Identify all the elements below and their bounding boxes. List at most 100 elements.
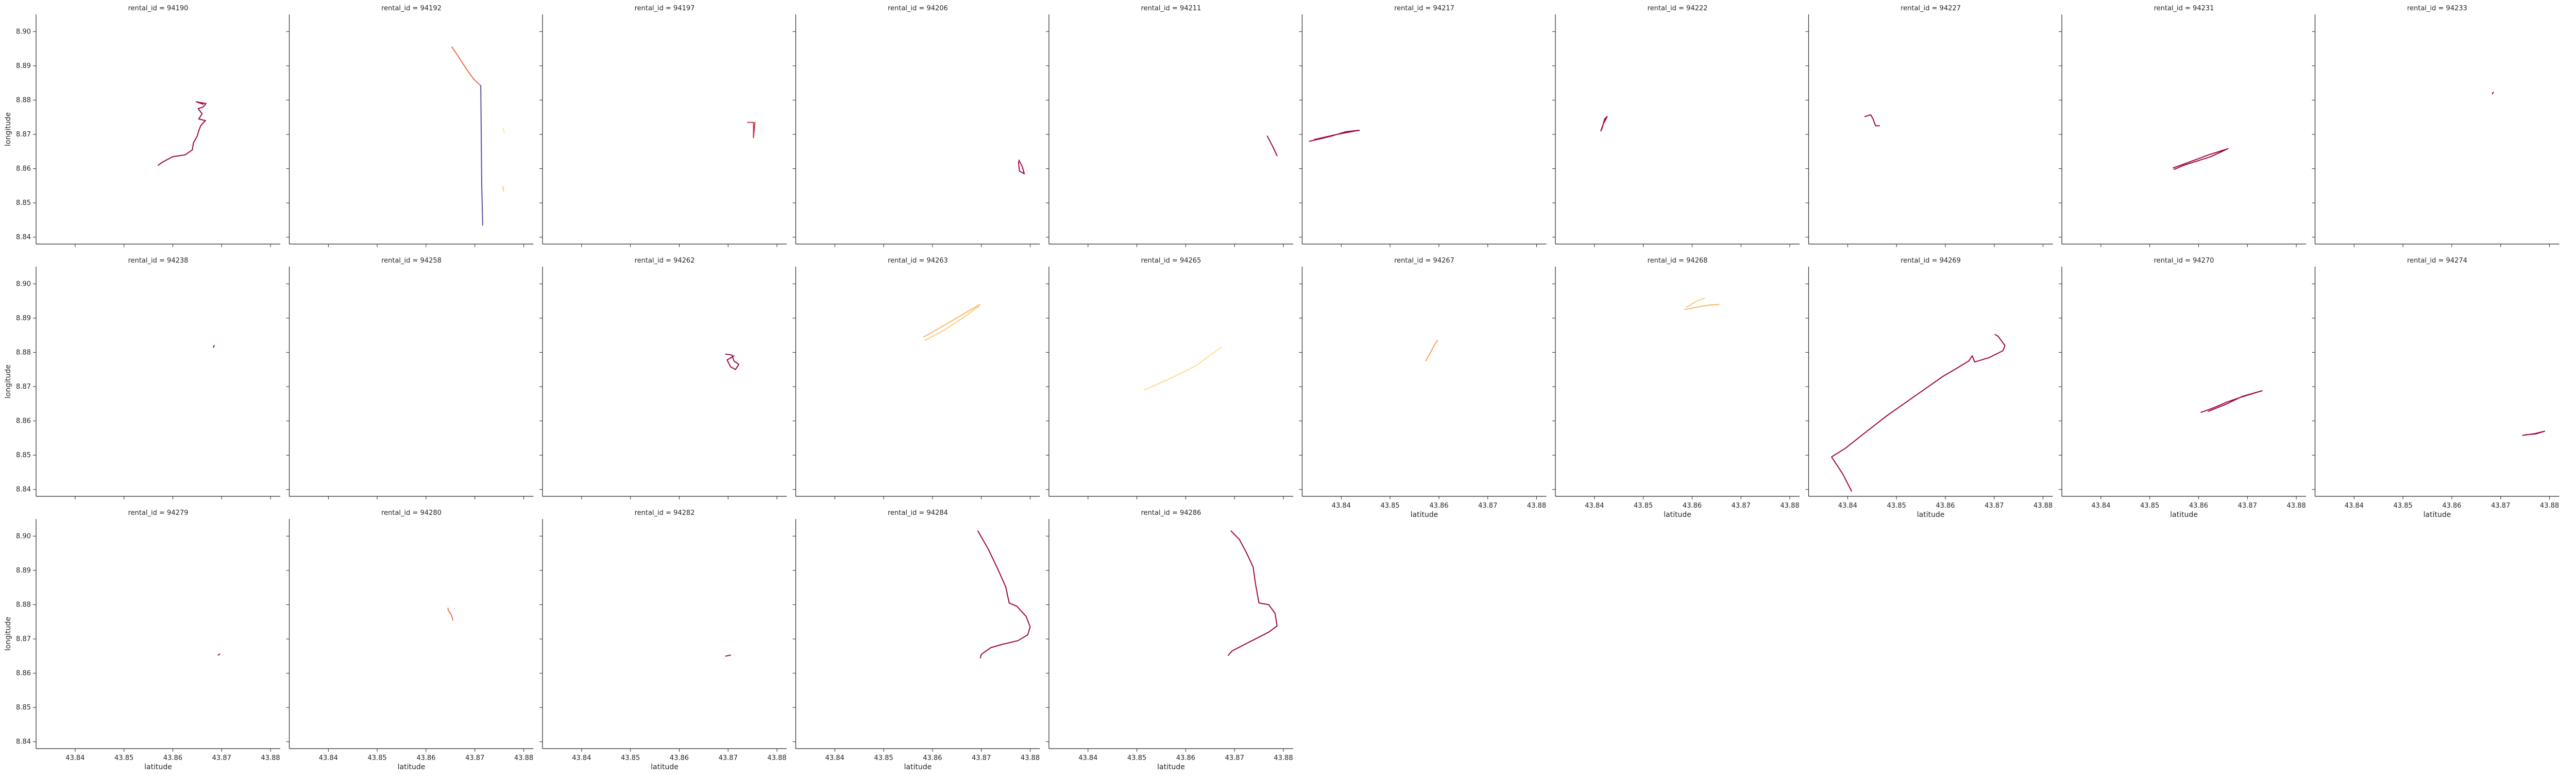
track-line bbox=[2173, 148, 2229, 170]
x-tick-label: 43.84 bbox=[2345, 502, 2364, 510]
x-tick-label: 43.87 bbox=[465, 754, 484, 762]
x-tick-label: 43.84 bbox=[1078, 754, 1097, 762]
facet-title: rental_id = 94238 bbox=[128, 257, 189, 265]
x-tick-label: 43.86 bbox=[163, 754, 182, 762]
facet-title: rental_id = 94269 bbox=[1901, 257, 1961, 265]
x-axis-label: latitude bbox=[2424, 511, 2451, 519]
x-tick-label: 43.85 bbox=[2394, 502, 2413, 510]
facet-panel: rental_id = 94267 43.84 43.85 43.86 43.87 43.… bbox=[1299, 257, 1547, 519]
track-line bbox=[2200, 390, 2263, 413]
facet-title: rental_id = 94284 bbox=[888, 509, 948, 517]
facet-panel: rental_id = 94269 43.84 43.85 43.86 43.87 43.… bbox=[1805, 257, 2053, 519]
facet-panel: rental_id = 94282 43.84 43.85 43.86 43.87 43.… bbox=[539, 509, 787, 771]
track-line bbox=[1686, 298, 1705, 308]
y-tick-label: 8.86 bbox=[16, 670, 31, 678]
facet-panel: rental_id = 94258 bbox=[286, 257, 534, 499]
x-tick-label: 43.85 bbox=[1381, 502, 1400, 510]
track-line bbox=[217, 653, 221, 656]
track-line bbox=[1831, 334, 2006, 492]
track-line bbox=[1227, 530, 1278, 656]
facet-panel: rental_id = 94274 43.84 43.85 43.86 43.87 43.… bbox=[2312, 257, 2560, 519]
y-tick-label: 8.89 bbox=[16, 315, 31, 322]
x-tick-label: 43.86 bbox=[1936, 502, 1955, 510]
x-tick-label: 43.84 bbox=[2091, 502, 2110, 510]
track-line bbox=[1600, 116, 1608, 132]
x-tick-label: 43.87 bbox=[1732, 502, 1751, 510]
facet-panel: rental_id = 94222 bbox=[1552, 5, 1800, 247]
facet-title: rental_id = 94211 bbox=[1141, 5, 1201, 12]
x-tick-label: 43.88 bbox=[514, 754, 533, 762]
x-tick-label: 43.87 bbox=[2491, 502, 2510, 510]
x-tick-label: 43.88 bbox=[1527, 502, 1546, 510]
y-axis-label: longitude bbox=[4, 365, 12, 399]
facet-panel: rental_id = 94286 43.84 43.85 43.86 43.87 43.… bbox=[1046, 509, 1293, 771]
facet-title: rental_id = 94231 bbox=[2154, 5, 2214, 12]
track-line bbox=[451, 46, 482, 86]
facet-panel: rental_id = 94233 bbox=[2312, 5, 2560, 247]
facet-panel: rental_id = 94280 43.84 43.85 43.86 43.87 43.… bbox=[286, 509, 534, 771]
track-line bbox=[158, 101, 207, 166]
x-tick-label: 43.85 bbox=[114, 754, 133, 762]
facet-title: rental_id = 94233 bbox=[2407, 5, 2467, 12]
facet-panel: rental_id = 94227 bbox=[1805, 5, 2053, 247]
facet-title: rental_id = 94280 bbox=[381, 509, 442, 517]
track-line bbox=[502, 186, 504, 192]
facet-title: rental_id = 94192 bbox=[381, 5, 442, 12]
y-tick-label: 8.84 bbox=[16, 234, 31, 241]
x-tick-label: 43.88 bbox=[261, 754, 280, 762]
x-axis-label: latitude bbox=[904, 763, 932, 771]
track-line bbox=[447, 608, 454, 621]
track-line bbox=[1864, 114, 1880, 127]
x-tick-label: 43.88 bbox=[1780, 502, 1799, 510]
y-tick-label: 8.85 bbox=[16, 704, 31, 712]
x-tick-label: 43.88 bbox=[2540, 502, 2559, 510]
y-tick-label: 8.88 bbox=[16, 349, 31, 356]
facet-panel: rental_id = 94211 bbox=[1046, 5, 1293, 247]
x-tick-label: 43.84 bbox=[65, 754, 84, 762]
x-tick-label: 43.88 bbox=[767, 754, 786, 762]
facet-panel: rental_id = 94206 bbox=[792, 5, 1040, 247]
track-line bbox=[747, 122, 756, 139]
track-line bbox=[924, 305, 979, 341]
facet-panel: rental_id = 94262 bbox=[539, 257, 787, 499]
track-line bbox=[725, 654, 731, 657]
track-line bbox=[1266, 135, 1278, 157]
x-axis-label: latitude bbox=[2170, 511, 2198, 519]
x-tick-label: 43.84 bbox=[1838, 502, 1857, 510]
facet-title: rental_id = 94267 bbox=[1394, 257, 1454, 265]
facet-title: rental_id = 94265 bbox=[1141, 257, 1201, 265]
y-axis-label: longitude bbox=[4, 617, 12, 651]
x-tick-label: 43.86 bbox=[670, 754, 689, 762]
facet-panel: rental_id = 94231 bbox=[2059, 5, 2306, 247]
x-tick-label: 43.84 bbox=[1585, 502, 1604, 510]
y-axis-label: longitude bbox=[4, 112, 12, 146]
facet-panel: rental_id = 94270 43.84 43.85 43.86 43.87 43.… bbox=[2059, 257, 2306, 519]
y-tick-label: 8.88 bbox=[16, 601, 31, 609]
x-tick-label: 43.87 bbox=[1225, 754, 1244, 762]
track-line bbox=[1425, 340, 1438, 362]
x-tick-label: 43.88 bbox=[2033, 502, 2053, 510]
x-tick-label: 43.87 bbox=[1985, 502, 2004, 510]
facet-panel: rental_id = 94197 bbox=[539, 5, 787, 247]
y-tick-label: 8.85 bbox=[16, 199, 31, 207]
facet-title: rental_id = 94279 bbox=[128, 509, 189, 517]
facet-title: rental_id = 94268 bbox=[1648, 257, 1708, 265]
track-line bbox=[502, 128, 505, 133]
x-tick-label: 43.85 bbox=[621, 754, 640, 762]
track-line bbox=[1684, 304, 1720, 310]
facet-panel: rental_id = 94217 bbox=[1299, 5, 1547, 247]
x-axis-label: latitude bbox=[144, 763, 172, 771]
x-axis-label: latitude bbox=[398, 763, 426, 771]
x-axis-label: latitude bbox=[1411, 511, 1438, 519]
y-tick-label: 8.89 bbox=[16, 62, 31, 70]
facet-title: rental_id = 94270 bbox=[2154, 257, 2214, 265]
x-tick-label: 43.86 bbox=[2189, 502, 2208, 510]
facet-title: rental_id = 94206 bbox=[888, 5, 948, 12]
facet-title: rental_id = 94286 bbox=[1141, 509, 1201, 517]
x-tick-label: 43.88 bbox=[1021, 754, 1040, 762]
y-tick-label: 8.87 bbox=[16, 635, 31, 643]
x-tick-label: 43.88 bbox=[1274, 754, 1293, 762]
x-tick-label: 43.84 bbox=[319, 754, 338, 762]
